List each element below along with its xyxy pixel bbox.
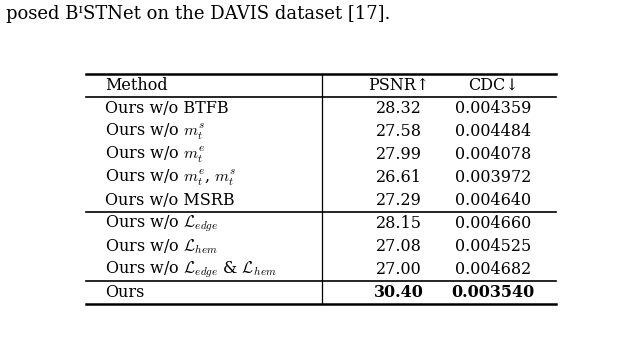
Text: Ours w/o MSRB: Ours w/o MSRB — [105, 192, 235, 209]
Text: 27.29: 27.29 — [376, 192, 421, 209]
Text: Method: Method — [105, 77, 168, 94]
Text: 27.08: 27.08 — [376, 238, 421, 255]
Text: posed BᴵSTNet on the DAVIS dataset [17].: posed BᴵSTNet on the DAVIS dataset [17]. — [6, 5, 391, 23]
Text: 27.58: 27.58 — [376, 123, 421, 140]
Text: 0.004078: 0.004078 — [455, 146, 531, 163]
Text: CDC↓: CDC↓ — [468, 77, 518, 94]
Text: Ours w/o $\mathcal{L}_{edge}$ & $\mathcal{L}_{hem}$: Ours w/o $\mathcal{L}_{edge}$ & $\mathca… — [105, 260, 277, 280]
Text: Ours w/o BTFB: Ours w/o BTFB — [105, 100, 228, 117]
Text: 0.003540: 0.003540 — [451, 284, 535, 301]
Text: 26.61: 26.61 — [376, 169, 421, 186]
Text: Ours w/o $m_t^s$: Ours w/o $m_t^s$ — [105, 121, 205, 142]
Text: 0.003972: 0.003972 — [455, 169, 531, 186]
Text: Ours w/o $m_t^e$: Ours w/o $m_t^e$ — [105, 144, 205, 165]
Text: 27.99: 27.99 — [376, 146, 421, 163]
Text: 28.15: 28.15 — [376, 215, 421, 232]
Text: Ours w/o $\mathcal{L}_{hem}$: Ours w/o $\mathcal{L}_{hem}$ — [105, 237, 218, 256]
Text: 0.004525: 0.004525 — [455, 238, 531, 255]
Text: 0.004682: 0.004682 — [455, 261, 531, 278]
Text: 28.32: 28.32 — [376, 100, 421, 117]
Text: 0.004660: 0.004660 — [455, 215, 531, 232]
Text: 0.004359: 0.004359 — [455, 100, 531, 117]
Text: 27.00: 27.00 — [376, 261, 421, 278]
Text: Ours w/o $\mathcal{L}_{edge}$: Ours w/o $\mathcal{L}_{edge}$ — [105, 213, 218, 234]
Text: PSNR↑: PSNR↑ — [368, 77, 429, 94]
Text: 0.004484: 0.004484 — [455, 123, 531, 140]
Text: 0.004640: 0.004640 — [455, 192, 531, 209]
Text: Ours: Ours — [105, 284, 145, 301]
Text: Ours w/o $m_t^e$, $m_t^s$: Ours w/o $m_t^e$, $m_t^s$ — [105, 168, 236, 188]
Text: 30.40: 30.40 — [374, 284, 423, 301]
